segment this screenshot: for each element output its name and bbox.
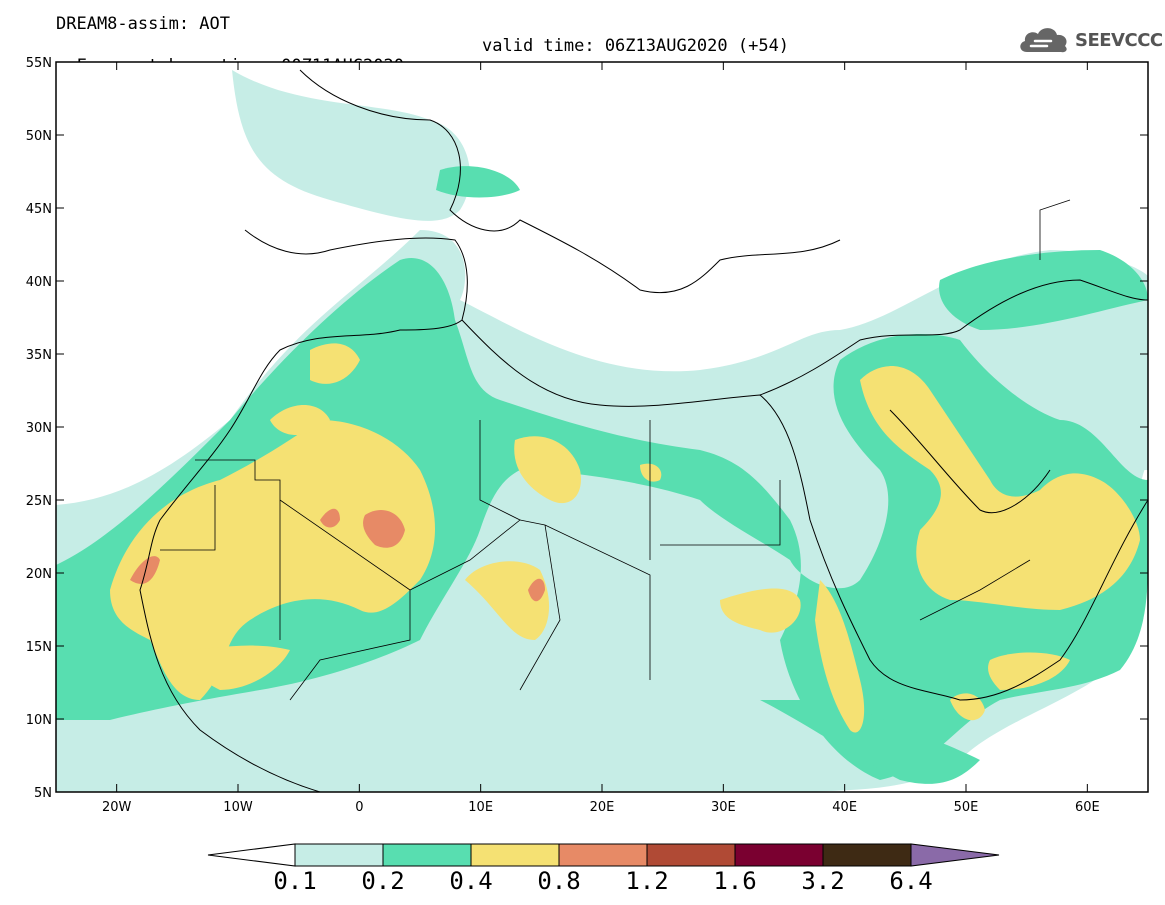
lon-label: 10W xyxy=(223,800,253,815)
colorbar-level-label: 1.6 xyxy=(713,867,757,895)
colorbar-level-label: 0.8 xyxy=(537,867,581,895)
lon-label: 20W xyxy=(102,800,132,815)
colorbar-segment xyxy=(470,843,560,867)
lon-label: 20E xyxy=(590,800,615,815)
colorbar-level-label: 0.4 xyxy=(449,867,493,895)
lon-label: 40E xyxy=(832,800,857,815)
lat-label: 20N xyxy=(26,567,52,582)
logo-text: SEEVCCC xyxy=(1075,30,1163,51)
colorbar-segment xyxy=(294,843,384,867)
lat-label: 35N xyxy=(26,348,52,363)
aot-band-0.4 xyxy=(110,343,1140,733)
lon-label: 0 xyxy=(355,800,363,815)
lat-label: 45N xyxy=(26,202,52,217)
lat-label: 25N xyxy=(26,494,52,509)
borders xyxy=(160,199,1071,701)
longitude-axis: 20W 10W 0 10E 20E 30E 40E 50E 60E xyxy=(102,62,1100,815)
seevccc-logo: SEEVCCC xyxy=(1017,22,1163,58)
colorbar-level-label: 6.4 xyxy=(889,867,933,895)
colorbar-level-label: 0.2 xyxy=(361,867,405,895)
colorbar-segment xyxy=(646,843,736,867)
colorbar-level-label: 0.1 xyxy=(273,867,317,895)
colorbar-level-label: 3.2 xyxy=(801,867,845,895)
lat-label: 5N xyxy=(34,786,52,801)
colorbar-segment xyxy=(558,843,648,867)
aot-band-0.8 xyxy=(130,508,545,602)
lat-label: 55N xyxy=(26,56,52,71)
lon-label: 10E xyxy=(468,800,493,815)
lat-label: 40N xyxy=(26,275,52,290)
lon-label: 30E xyxy=(711,800,736,815)
lat-label: 30N xyxy=(26,421,52,436)
colorbar-segment xyxy=(734,843,824,867)
colorbar-low-triangle xyxy=(207,843,296,867)
cloud-icon xyxy=(1020,28,1067,53)
lat-label: 15N xyxy=(26,640,52,655)
colorbar-segment xyxy=(822,843,912,867)
lat-label: 10N xyxy=(26,713,52,728)
map-title: DREAM8-assim: AOT xyxy=(56,14,230,34)
valid-time-text: valid time: 06Z13AUG2020 (+54) xyxy=(482,36,790,56)
lon-label: 60E xyxy=(1075,800,1100,815)
coastlines xyxy=(139,69,1148,792)
aot-field xyxy=(56,70,1148,792)
colorbar-level-label: 1.2 xyxy=(625,867,669,895)
latitude-axis: 55N 50N 45N 40N 35N 30N 25N 20N 15N 10N 5N xyxy=(26,56,1148,801)
colorbar-high-triangle xyxy=(910,843,1000,867)
lon-label: 50E xyxy=(954,800,979,815)
colorbar-segment xyxy=(382,843,472,867)
colorbar xyxy=(207,843,1000,867)
lat-label: 50N xyxy=(26,129,52,144)
